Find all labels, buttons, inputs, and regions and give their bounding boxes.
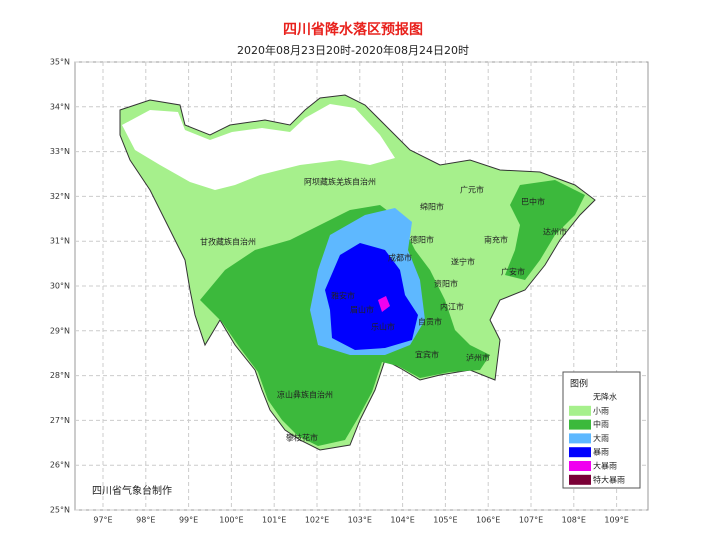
- graticule: 35°N 34°N 33°N 32°N 31°N 30°N 29°N 28°N 27°N 26°N…: [50, 58, 648, 525]
- lon-label: 100°E: [219, 516, 243, 525]
- place-label: 攀枝花市: [286, 433, 318, 443]
- lon-label: 106°E: [476, 516, 500, 525]
- place-label: 泸州市: [466, 353, 490, 363]
- legend-label: 大雨: [593, 433, 609, 443]
- place-label: 遂宁市: [451, 257, 475, 267]
- lon-label: 104°E: [390, 516, 414, 525]
- legend-swatch: [569, 447, 591, 458]
- place-label: 内江市: [440, 302, 464, 312]
- place-label: 广安市: [501, 267, 525, 277]
- lon-label: 109°E: [604, 516, 628, 525]
- place-label: 眉山市: [350, 305, 374, 315]
- legend-title: 图例: [570, 378, 588, 390]
- place-label: 雅安市: [331, 291, 355, 301]
- legend-swatch: [569, 405, 591, 416]
- heavy-rainstorm-area: [378, 296, 390, 312]
- legend-label: 大暴雨: [593, 461, 617, 471]
- place-label: 阿坝藏族羌族自治州: [304, 177, 376, 187]
- rainstorm-area: [325, 243, 418, 350]
- place-label: 凉山彝族自治州: [277, 390, 333, 400]
- place-label: 德阳市: [410, 235, 434, 245]
- subtitle: 2020年08月23日20时-2020年08月24日20时: [237, 43, 469, 57]
- lat-label: 31°N: [50, 237, 70, 246]
- legend-label: 小雨: [593, 406, 609, 415]
- legend-label: 特大暴雨: [593, 474, 625, 484]
- lon-label: 97°E: [93, 516, 112, 525]
- legend-label: 中雨: [593, 419, 609, 429]
- place-label: 广元市: [460, 185, 484, 195]
- place-label: 绵阳市: [420, 202, 444, 212]
- lat-label: 27°N: [50, 416, 70, 425]
- credit: 四川省气象台制作: [92, 484, 172, 497]
- lat-label: 26°N: [50, 461, 70, 470]
- legend-label: 无降水: [593, 392, 617, 402]
- lat-label: 35°N: [50, 58, 70, 67]
- legend-swatch: [569, 433, 591, 444]
- lon-label: 107°E: [519, 516, 543, 525]
- lat-label: 25°N: [50, 506, 70, 515]
- lon-label: 105°E: [433, 516, 457, 525]
- lon-label: 101°E: [262, 516, 286, 525]
- title: 四川省降水落区预报图: [283, 21, 423, 38]
- legend-swatch: [569, 474, 591, 485]
- place-label: 资阳市: [434, 279, 458, 289]
- place-label: 巴中市: [521, 197, 545, 207]
- moderate-rain-east: [505, 180, 585, 280]
- place-label: 甘孜藏族自治州: [200, 237, 256, 247]
- place-label: 乐山市: [371, 322, 395, 332]
- place-label: 成都市: [388, 253, 412, 263]
- lon-label: 99°E: [179, 516, 198, 525]
- lon-label: 103°E: [348, 516, 372, 525]
- legend-label: 暴雨: [593, 448, 609, 457]
- no-rain-area: [122, 104, 395, 190]
- place-label: 自贡市: [418, 317, 442, 327]
- lat-label: 29°N: [50, 326, 70, 335]
- place-label: 达州市: [543, 227, 567, 237]
- lat-label: 28°N: [50, 371, 70, 380]
- lat-label: 32°N: [50, 192, 70, 201]
- lat-label: 34°N: [50, 102, 70, 111]
- place-label: 宜宾市: [415, 350, 439, 360]
- lon-label: 98°E: [136, 516, 155, 525]
- lon-label: 108°E: [562, 516, 586, 525]
- lon-label: 102°E: [305, 516, 329, 525]
- place-label: 南充市: [484, 235, 508, 245]
- legend-swatch: [569, 419, 591, 430]
- legend-swatch: [569, 461, 591, 471]
- lat-label: 30°N: [50, 282, 70, 291]
- lat-label: 33°N: [50, 147, 70, 156]
